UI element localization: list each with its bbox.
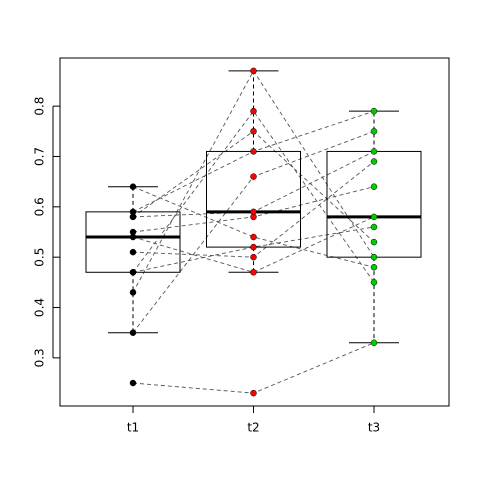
- point: [129, 233, 137, 241]
- point: [250, 243, 257, 251]
- y-tick-label: 0.5: [33, 248, 47, 267]
- point: [370, 158, 378, 165]
- point: [370, 107, 378, 115]
- paired-line: [132, 226, 375, 273]
- point: [250, 148, 257, 155]
- point: [129, 289, 137, 296]
- y-tick-label: 0.3: [33, 348, 47, 367]
- point: [250, 107, 257, 115]
- point: [370, 238, 378, 246]
- point: [370, 148, 378, 155]
- point: [370, 263, 378, 271]
- point: [370, 183, 378, 190]
- point: [129, 248, 137, 256]
- y-tick-label: 0.8: [33, 97, 47, 116]
- point: [250, 269, 257, 276]
- point: [370, 223, 378, 231]
- point: [129, 213, 137, 221]
- x-tick-label: t1: [127, 421, 139, 435]
- point: [370, 339, 378, 347]
- point: [250, 128, 257, 135]
- point: [129, 183, 137, 190]
- y-tick-label: 0.4: [33, 298, 47, 317]
- point: [370, 253, 378, 261]
- point: [370, 279, 378, 286]
- point: [250, 173, 257, 180]
- point: [370, 213, 378, 221]
- point: [129, 329, 137, 336]
- point: [250, 208, 257, 216]
- point: [250, 389, 257, 397]
- x-tick-label: t3: [368, 421, 380, 435]
- point: [129, 379, 137, 387]
- y-tick-label: 0.6: [33, 197, 47, 216]
- point: [250, 67, 257, 75]
- paired-line: [132, 216, 375, 273]
- plot-frame: [59, 57, 450, 407]
- point: [250, 233, 257, 241]
- x-tick-label: t2: [247, 421, 259, 435]
- point: [129, 269, 137, 276]
- point: [370, 128, 378, 135]
- point: [250, 253, 257, 261]
- y-tick-label: 0.7: [33, 147, 47, 166]
